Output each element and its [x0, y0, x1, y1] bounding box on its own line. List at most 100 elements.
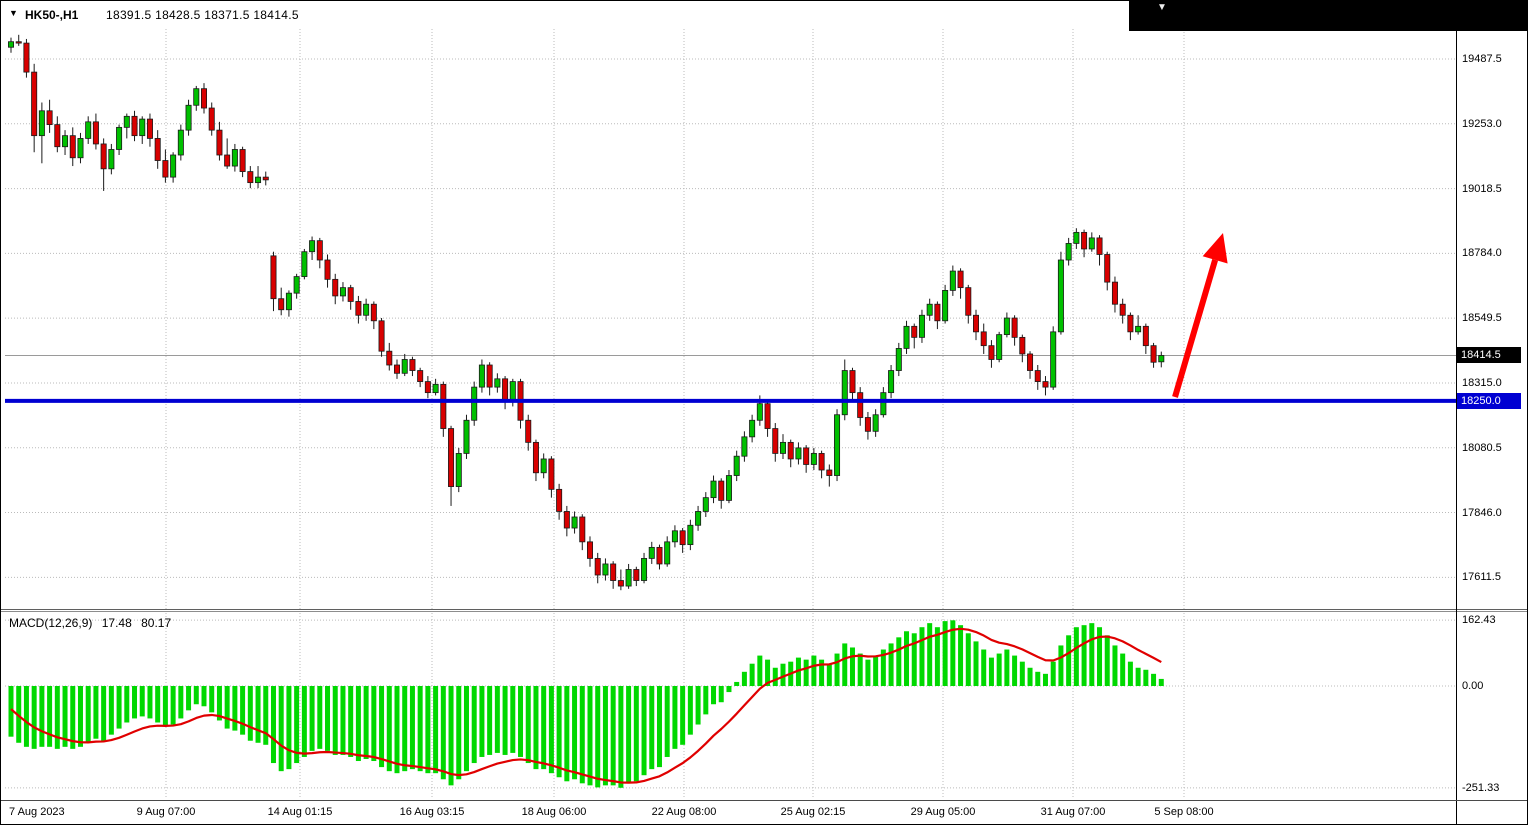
macd-bar: [132, 686, 138, 719]
bear-candle: [200, 88, 207, 109]
macd-bar: [564, 686, 570, 782]
bear-candle: [146, 118, 153, 139]
macd-bar: [355, 686, 361, 762]
time-axis-label: 9 Aug 07:00: [136, 806, 196, 818]
macd-bar: [1050, 661, 1056, 686]
macd-bar: [711, 686, 717, 705]
bull-candle: [1088, 237, 1095, 250]
macd-bar: [216, 686, 222, 721]
macd-bar: [873, 655, 879, 686]
bear-candle: [864, 417, 871, 432]
bear-candle: [131, 115, 138, 137]
bull-candle: [648, 546, 655, 559]
macd-bar: [819, 659, 825, 686]
bear-candle: [556, 488, 563, 512]
bull-candle: [664, 541, 671, 565]
macd-bar: [402, 686, 408, 772]
bear-candle: [965, 287, 972, 316]
trend-arrow-shaft[interactable]: [1172, 259, 1219, 398]
bear-candle: [980, 331, 987, 347]
bear-candle: [787, 441, 794, 460]
macd-bar: [610, 686, 616, 786]
bear-candle: [370, 303, 377, 322]
macd-bar: [224, 686, 230, 729]
price-axis-label: 19018.5: [1462, 182, 1502, 195]
bear-candle: [1127, 314, 1134, 333]
bear-candle: [594, 558, 601, 576]
macd-bar: [510, 686, 516, 753]
macd-bar: [680, 686, 686, 745]
bear-candle: [486, 364, 493, 388]
bear-candle: [262, 176, 269, 181]
macd-bar: [16, 686, 22, 743]
bear-candle: [208, 107, 215, 131]
bull-candle: [733, 455, 740, 476]
macd-bar: [965, 633, 971, 686]
bear-candle: [31, 71, 38, 137]
chart-shift-marker-icon[interactable]: ▼: [1157, 2, 1167, 13]
macd-bar: [958, 625, 964, 686]
macd-bar: [155, 686, 161, 723]
macd-bar: [834, 653, 840, 686]
bull-candle: [77, 138, 84, 159]
bull-candle: [116, 126, 123, 150]
bull-candle: [918, 314, 925, 338]
bear-candle: [1096, 237, 1103, 255]
trend-arrow-head[interactable]: [1202, 233, 1228, 264]
bear-candle: [1042, 381, 1049, 388]
bear-candle: [1027, 353, 1034, 371]
bull-candle: [38, 110, 45, 137]
macd-bar: [695, 686, 701, 725]
macd-bar: [1073, 627, 1079, 686]
macd-bar: [934, 627, 940, 686]
macd-bar: [209, 686, 215, 713]
bull-candle: [1073, 231, 1080, 244]
bear-candle: [548, 458, 555, 490]
price-axis-label: 17611.5: [1462, 571, 1501, 584]
price-axis-label: 19487.5: [1462, 52, 1502, 65]
price-chart-canvas[interactable]: [5, 29, 1456, 609]
macd-bar: [440, 686, 446, 780]
main-gridlines: [5, 29, 1456, 609]
macd-bar: [124, 686, 130, 723]
bull-candle: [625, 569, 632, 587]
macd-bar: [618, 686, 624, 788]
macd-canvas[interactable]: [5, 613, 1456, 799]
bear-candle: [247, 171, 254, 184]
bear-candle: [563, 511, 570, 529]
bull-candle: [602, 563, 609, 576]
bull-candle: [185, 104, 192, 131]
macd-bar: [703, 686, 709, 715]
time-scale[interactable]: 7 Aug 2023 9 Aug 07:00 14 Aug 01:15 16 Aug …: [1, 801, 1456, 824]
macd-bar: [54, 686, 60, 749]
macd-bar: [718, 686, 724, 703]
scale-divider: [1456, 29, 1457, 824]
bear-candle: [1142, 325, 1149, 347]
macd-bar: [294, 686, 300, 764]
bull-candle: [62, 135, 69, 148]
bear-candle: [764, 403, 771, 429]
macd-axis-label: 0.00: [1462, 680, 1484, 692]
macd-bar: [1097, 627, 1103, 686]
bear-candle: [525, 419, 532, 443]
panel-separator[interactable]: [1, 609, 1527, 612]
price-scale[interactable]: 18414.5 18250.0 19487.5 19253.0 19018.5 187…: [1457, 1, 1527, 800]
macd-bar: [270, 686, 276, 764]
macd-main-value: 17.48: [101, 616, 132, 630]
macd-bar: [1042, 673, 1048, 686]
bull-candle: [880, 392, 887, 416]
macd-bar: [170, 686, 176, 725]
macd-bar: [803, 659, 809, 686]
bear-candle: [934, 303, 941, 322]
macd-gridlines: [5, 613, 1456, 799]
bull-candle: [671, 530, 678, 543]
bear-candle: [1150, 345, 1157, 363]
symbol-dropdown-icon[interactable]: ▼: [9, 8, 18, 18]
macd-bar: [162, 686, 168, 727]
time-axis-label: 31 Aug 07:00: [1040, 806, 1106, 818]
bear-candle: [162, 160, 169, 178]
macd-bar: [672, 686, 678, 749]
bear-candle: [15, 41, 22, 44]
bull-candle: [1050, 331, 1057, 388]
